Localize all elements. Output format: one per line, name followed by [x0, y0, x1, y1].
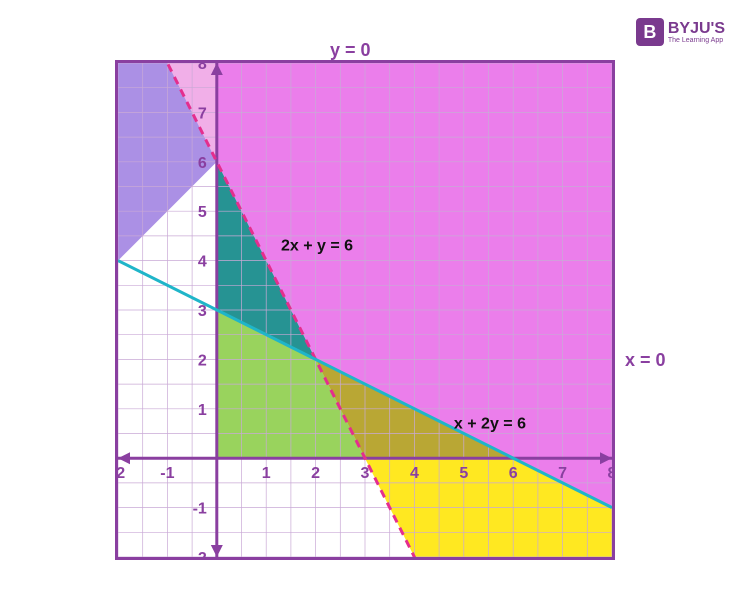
- arrow-down-icon: [211, 545, 223, 557]
- x-tick-label: -1: [160, 465, 174, 482]
- y-tick-label: 6: [198, 155, 207, 172]
- y-tick-label: -1: [193, 501, 207, 518]
- x-equals-0-label: x = 0: [625, 350, 666, 371]
- x-tick-label: 8: [608, 465, 612, 482]
- x-tick-label: 4: [410, 465, 419, 482]
- x-tick-label: 1: [262, 465, 271, 482]
- line-x-plus-2y-label: x + 2y = 6: [454, 416, 526, 433]
- y-tick-label: -2: [193, 550, 207, 557]
- x-tick-label: 5: [459, 465, 468, 482]
- inequality-chart: -2-112345678-2-1123456782x + y = 6x + 2y…: [118, 63, 612, 557]
- logo-sub: The Learning App: [668, 37, 725, 44]
- y-tick-label: 5: [198, 204, 207, 221]
- logo-text: BYJU'S The Learning App: [668, 21, 725, 44]
- y-equals-0-label: y = 0: [330, 40, 371, 61]
- logo: B BYJU'S The Learning App: [636, 18, 725, 46]
- logo-main: BYJU'S: [668, 21, 725, 37]
- x-tick-label: 6: [509, 465, 518, 482]
- chart-container: -2-112345678-2-1123456782x + y = 6x + 2y…: [115, 60, 615, 560]
- y-tick-label: 1: [198, 402, 207, 419]
- x-tick-label: -2: [118, 465, 125, 482]
- x-tick-label: 7: [558, 465, 567, 482]
- y-tick-label: 7: [198, 105, 207, 122]
- x-tick-label: 2: [311, 465, 320, 482]
- y-tick-label: 2: [198, 352, 207, 369]
- line-2x-plus-y-label: 2x + y = 6: [281, 238, 353, 255]
- arrow-left-icon: [118, 452, 130, 464]
- y-tick-label: 8: [198, 63, 207, 73]
- logo-badge: B: [636, 18, 664, 46]
- y-tick-label: 4: [198, 254, 207, 271]
